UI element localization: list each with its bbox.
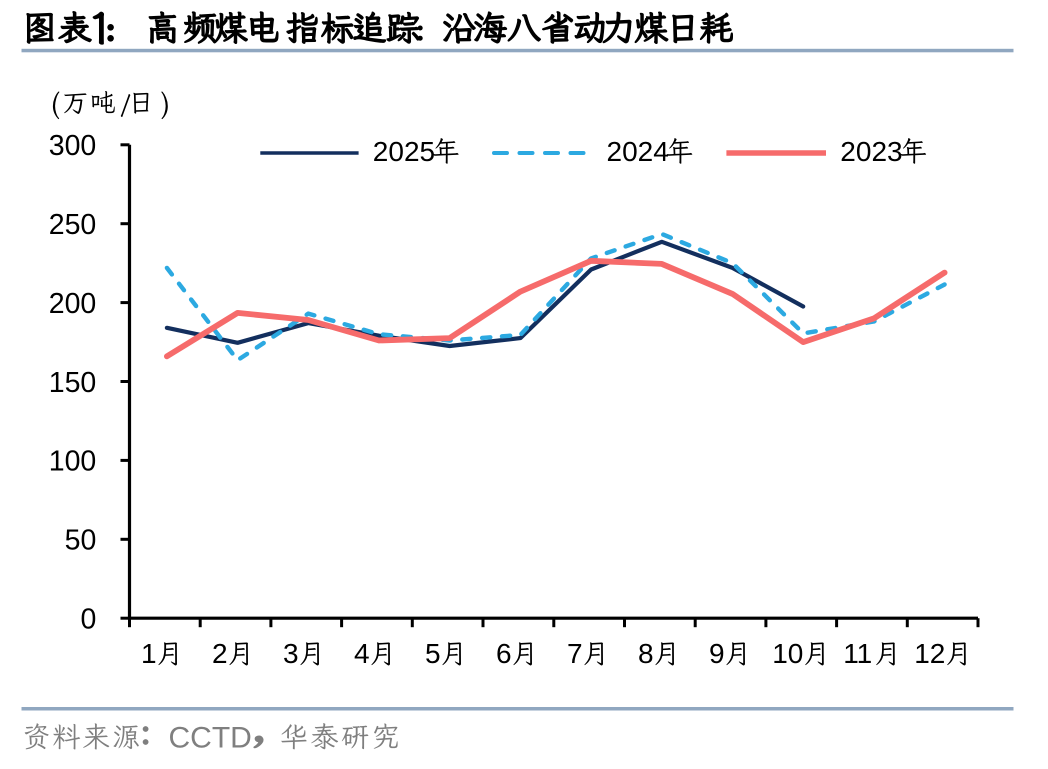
svg-text:2025: 2025 [373, 136, 435, 167]
svg-text:5: 5 [425, 638, 441, 669]
svg-text:0: 0 [80, 604, 96, 636]
svg-text:2024: 2024 [607, 136, 669, 167]
svg-text:3: 3 [283, 638, 299, 669]
svg-text:250: 250 [49, 209, 97, 241]
svg-text:10: 10 [772, 638, 803, 669]
svg-text:8: 8 [638, 638, 654, 669]
svg-text:50: 50 [65, 525, 97, 557]
svg-text:1: 1 [141, 638, 157, 669]
svg-text:200: 200 [49, 288, 97, 320]
svg-text:150: 150 [49, 367, 97, 399]
svg-text:7: 7 [567, 638, 583, 669]
svg-text:2: 2 [212, 638, 228, 669]
svg-text:2023: 2023 [840, 136, 902, 167]
svg-text:11: 11 [843, 638, 872, 669]
svg-text:4: 4 [354, 638, 370, 669]
svg-text:CCTD: CCTD [169, 722, 252, 755]
svg-text:300: 300 [49, 130, 97, 162]
svg-text:100: 100 [49, 446, 97, 478]
svg-text:9: 9 [709, 638, 725, 669]
svg-text:12: 12 [914, 638, 945, 669]
svg-text:6: 6 [496, 638, 512, 669]
